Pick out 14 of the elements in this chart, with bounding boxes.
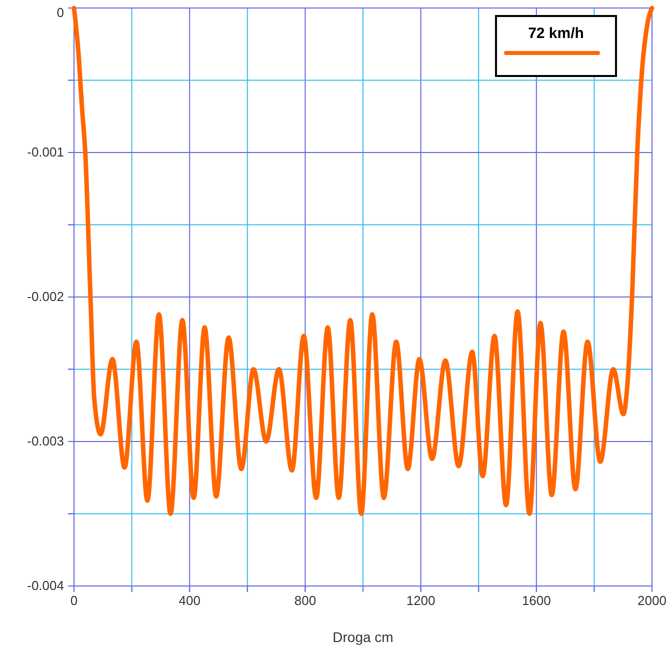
x-tick-label: 400	[178, 593, 200, 608]
x-tick-label: 0	[70, 593, 78, 608]
y-tick-label: 0	[56, 5, 64, 20]
y-tick-label: -0.001	[27, 144, 64, 160]
x-tick-label: 1200	[406, 593, 436, 608]
x-tick-label: 2000	[638, 593, 666, 608]
x-tick-label: 1600	[522, 593, 551, 608]
y-tick-label: -0.004	[27, 578, 64, 594]
y-tick-label: -0.002	[27, 289, 64, 304]
line-series	[72, 6, 654, 516]
text: 72 km/h	[528, 25, 584, 42]
y-tick-label: -0.003	[27, 434, 64, 449]
x-tick-label: 800	[294, 593, 316, 608]
x-axis-title: Droga cm	[332, 629, 394, 645]
